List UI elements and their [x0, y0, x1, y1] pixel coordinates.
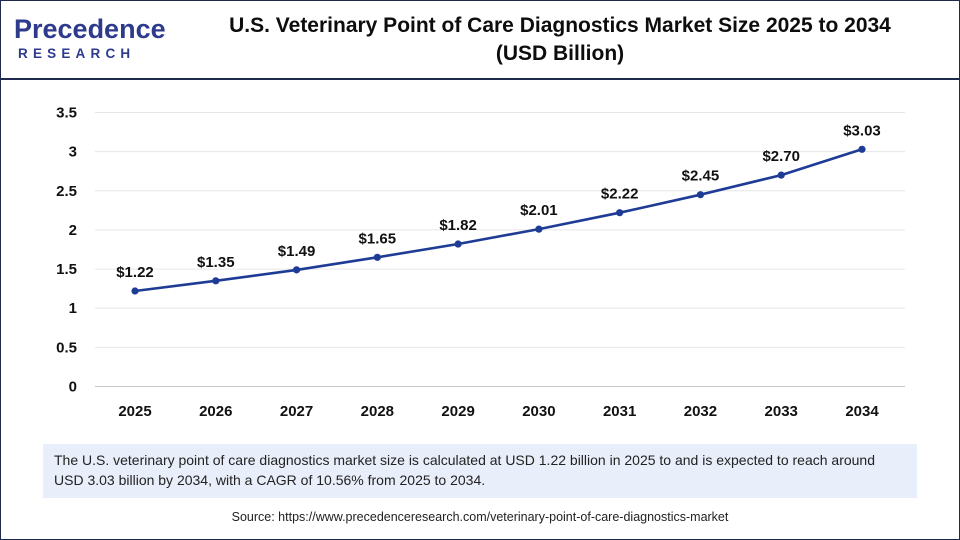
y-tick-label: 0.5	[56, 339, 77, 356]
data-points	[131, 145, 866, 295]
x-tick-label: 2027	[280, 403, 313, 420]
y-tick-label: 3.5	[56, 105, 77, 122]
data-labels: $1.22 $1.35 $1.49 $1.65 $1.82 $2.01 $2.22 $2.45…	[116, 122, 881, 281]
series-line	[134, 148, 863, 293]
data-label: $1.82	[439, 217, 477, 234]
y-tick-label: 1.5	[56, 261, 77, 278]
data-label: $2.22	[601, 186, 639, 203]
source-note: Source: https://www.precedenceresearch.c…	[231, 510, 729, 524]
chart-title: U.S. Veterinary Point of Care Diagnostic…	[175, 12, 945, 68]
gridlines	[95, 112, 905, 348]
x-tick-label: 2025	[118, 403, 151, 420]
data-point	[454, 240, 462, 248]
data-label: $2.45	[682, 168, 720, 185]
data-label: $1.65	[359, 230, 397, 247]
y-tick-label: 3	[69, 144, 77, 161]
x-tick-label: 2031	[603, 403, 636, 420]
title-line-1: U.S. Veterinary Point of Care Diagnostic…	[229, 14, 891, 37]
x-tick-label: 2028	[361, 403, 394, 420]
data-label: $1.35	[197, 254, 235, 271]
data-point	[535, 225, 543, 233]
data-label: $1.49	[278, 243, 316, 260]
data-point	[696, 191, 705, 199]
x-axis-ticks: 2025 2026 2027 2028 2029 2030 2031 2032 2033 2034	[118, 403, 879, 420]
data-point	[292, 266, 301, 274]
data-point	[131, 287, 139, 295]
data-point	[616, 209, 624, 217]
data-label: $3.03	[843, 122, 881, 139]
y-tick-label: 2.5	[56, 183, 77, 200]
data-point	[212, 277, 220, 285]
x-tick-label: 2029	[441, 403, 474, 420]
logo-subtitle: RESEARCH	[18, 46, 136, 61]
data-point	[373, 253, 381, 261]
y-tick-label: 0	[69, 379, 77, 396]
x-tick-label: 2032	[684, 403, 717, 420]
line-chart: 0 0.5 1 1.5 2 2.5 3 3.5 2025 2026 2027 2028 2029 203…	[56, 105, 905, 420]
title-line-2: (USD Billion)	[495, 42, 625, 65]
data-point	[858, 145, 866, 153]
data-point	[777, 171, 785, 179]
data-label: $2.70	[762, 148, 800, 165]
x-tick-label: 2033	[765, 403, 798, 420]
x-tick-label: 2026	[199, 403, 232, 420]
y-axis-ticks: 0 0.5 1 1.5 2 2.5 3 3.5	[56, 105, 77, 396]
summary-box: The U.S. veterinary point of care diagno…	[43, 444, 917, 498]
logo-word: Precedence	[14, 14, 166, 44]
header: Precedence RESEARCH U.S. Veterinary Poin…	[0, 0, 960, 80]
data-label: $1.22	[116, 264, 154, 281]
x-tick-label: 2034	[845, 403, 879, 420]
x-tick-label: 2030	[522, 403, 555, 420]
y-tick-label: 2	[69, 222, 77, 239]
data-label: $2.01	[520, 202, 558, 219]
brand-logo: Precedence RESEARCH	[14, 14, 166, 66]
y-tick-label: 1	[69, 300, 77, 317]
